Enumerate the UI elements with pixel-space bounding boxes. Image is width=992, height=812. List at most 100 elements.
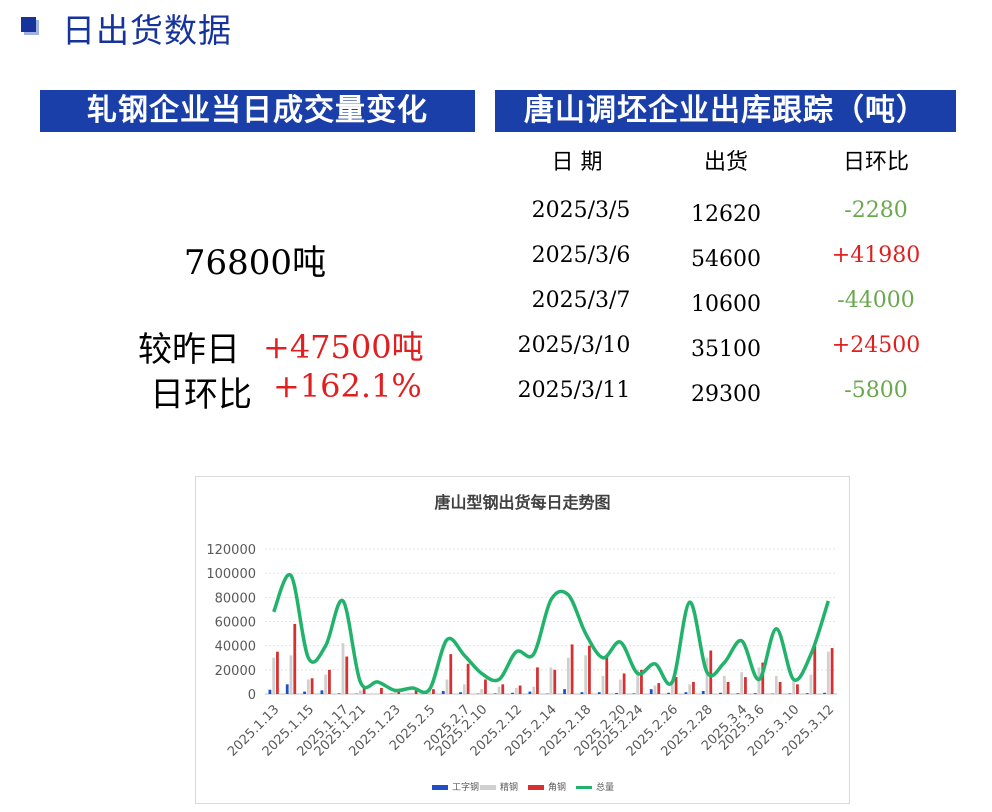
- bar-精钢: [705, 657, 709, 694]
- row-change: -5800: [844, 378, 908, 403]
- bar-角钢: [640, 669, 643, 694]
- bar-精钢: [410, 692, 414, 694]
- vs-yesterday-value: +47500吨: [263, 328, 424, 366]
- line-total-series: [272, 572, 830, 695]
- bar-角钢: [813, 645, 817, 694]
- bar-角钢: [692, 681, 695, 694]
- bar-角钢: [536, 667, 539, 694]
- bar-角钢: [761, 662, 765, 694]
- vs-yesterday-label: 较昨日: [138, 330, 240, 370]
- title-bullet-icon: [21, 17, 36, 32]
- bar-精钢: [324, 674, 328, 694]
- y-tick-label: 80000: [215, 591, 256, 606]
- shipment-trend-chart: 唐山型钢出货每日走势图 0 20000 40000 60000 80000 100000 1…: [195, 476, 850, 804]
- bar-角钢: [744, 677, 747, 694]
- bar-工字钢: [701, 690, 705, 694]
- bar-工字钢: [285, 684, 289, 694]
- row-date: 2025/3/7: [531, 288, 631, 313]
- row-shipment: 54600: [691, 247, 761, 272]
- bar-工字钢: [268, 689, 272, 694]
- dod-label: 日环比: [150, 375, 252, 415]
- legend-label: 角钢: [548, 781, 566, 793]
- bar-角钢: [380, 687, 383, 694]
- y-tick-label: 60000: [215, 616, 256, 631]
- bar-精钢: [722, 675, 726, 694]
- row-date: 2025/3/6: [531, 243, 631, 268]
- bar-精钢: [549, 667, 553, 694]
- column-header-date: 日 期: [551, 150, 603, 175]
- bar-角钢: [726, 681, 730, 694]
- bar-角钢: [484, 679, 487, 694]
- bar-精钢: [653, 685, 657, 694]
- page-title: 日出货数据: [62, 11, 232, 50]
- column-header-change: 日环比: [842, 150, 909, 175]
- bar-工字钢: [753, 693, 757, 694]
- bar-精钢: [393, 691, 397, 694]
- bar-精钢: [740, 672, 744, 694]
- bar-角钢: [518, 685, 522, 694]
- bar-工字钢: [528, 691, 532, 694]
- legend-label: 总量: [596, 781, 614, 793]
- bar-精钢: [341, 643, 345, 694]
- bar-工字钢: [511, 692, 514, 694]
- row-change: -44000: [837, 288, 915, 313]
- bar-角钢: [570, 644, 574, 694]
- bar-精钢: [514, 687, 518, 694]
- legend-label: 工字钢: [452, 781, 479, 793]
- bar-工字钢: [563, 689, 566, 694]
- bar-角钢: [276, 651, 279, 694]
- bar-角钢: [310, 678, 314, 694]
- row-shipment: 10600: [691, 292, 761, 317]
- bar-角钢: [466, 663, 470, 694]
- bar-精钢: [688, 684, 692, 694]
- bar-精钢: [462, 684, 466, 694]
- bar-精钢: [445, 679, 449, 694]
- bar-精钢: [601, 675, 605, 694]
- bar-工字钢: [493, 693, 497, 694]
- row-shipment: 35100: [691, 337, 761, 362]
- bar-角钢: [345, 656, 349, 694]
- bar-角钢: [449, 654, 453, 694]
- row-change: +24500: [831, 333, 921, 358]
- row-date: 2025/3/11: [517, 378, 631, 403]
- bar-工字钢: [580, 692, 584, 694]
- bar-工字钢: [719, 692, 722, 694]
- bar-角钢: [501, 684, 505, 694]
- bar-精钢: [480, 689, 484, 694]
- bar-角钢: [674, 677, 678, 694]
- bar-精钢: [826, 651, 830, 694]
- column-header-shipment: 出货: [703, 150, 748, 175]
- volume-change-banner: 轧钢企业当日成交量变化: [40, 90, 475, 132]
- bar-工字钢: [632, 693, 636, 694]
- bar-工字钢: [667, 692, 670, 694]
- bar-角钢: [588, 645, 591, 694]
- bar-精钢: [809, 674, 813, 694]
- daily-volume: 76800吨: [183, 243, 327, 283]
- bar-精钢: [618, 679, 622, 694]
- legend-swatch-工字钢: [432, 785, 448, 790]
- legend-swatch-角钢: [528, 785, 544, 790]
- bar-精钢: [306, 679, 310, 694]
- bar-精钢: [376, 693, 380, 694]
- bar-工字钢: [459, 692, 462, 694]
- y-tick-label: 120000: [206, 543, 256, 558]
- bar-工字钢: [597, 692, 601, 694]
- y-tick-label: 20000: [215, 664, 256, 679]
- chart-title: 唐山型钢出货每日走势图: [434, 493, 611, 512]
- row-shipment: 29300: [691, 382, 761, 407]
- bar-工字钢: [320, 690, 324, 694]
- legend-swatch-精钢: [480, 785, 496, 790]
- bar-精钢: [358, 690, 362, 694]
- y-tick-label: 100000: [206, 567, 256, 582]
- bar-工字钢: [805, 693, 809, 694]
- bar-工字钢: [615, 693, 618, 694]
- bar-精钢: [792, 679, 796, 694]
- bar-角钢: [796, 684, 799, 694]
- bar-角钢: [657, 683, 661, 694]
- row-shipment: 12620: [691, 202, 761, 227]
- bar-工字钢: [736, 693, 740, 694]
- chart-plot: 0200004000060000800001000001200002025.1.…: [206, 543, 837, 793]
- bar-精钢: [584, 655, 588, 694]
- bar-工字钢: [649, 689, 653, 694]
- bar-角钢: [293, 623, 297, 694]
